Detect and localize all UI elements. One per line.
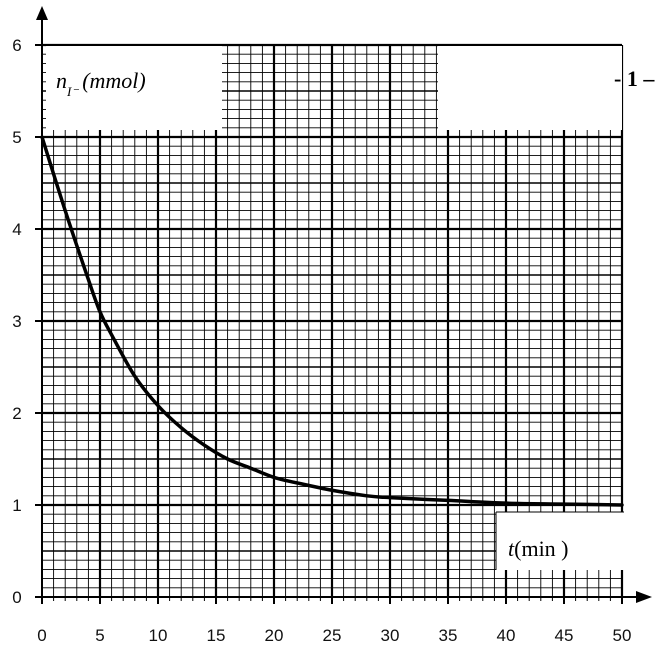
x-tick-label: 5 bbox=[95, 626, 104, 645]
ylabel: nI⁻ (mmol) bbox=[56, 68, 146, 99]
chart-title: الشكل – 1 - bbox=[614, 66, 655, 91]
x-tick-label: 25 bbox=[323, 626, 342, 645]
y-tick-label: 4 bbox=[12, 220, 21, 239]
x-tick-label: 10 bbox=[149, 626, 168, 645]
x-tick-label: 35 bbox=[439, 626, 458, 645]
xlabel-box bbox=[496, 512, 624, 570]
x-tick-label: 30 bbox=[381, 626, 400, 645]
ylabel-sub: I⁻ bbox=[66, 84, 79, 99]
y-tick-label: 5 bbox=[12, 128, 21, 147]
y-tick-label: 6 bbox=[12, 36, 21, 55]
y-tick-label: 0 bbox=[12, 588, 21, 607]
y-axis-arrow-icon bbox=[36, 6, 48, 20]
x-axis-arrow-icon bbox=[636, 591, 652, 603]
y-tick-label: 2 bbox=[12, 404, 21, 423]
x-tick-label: 40 bbox=[497, 626, 516, 645]
xlabel-var: t bbox=[508, 536, 515, 561]
title-box bbox=[438, 46, 622, 130]
ylabel-main: n bbox=[56, 68, 67, 93]
grid-major bbox=[42, 43, 624, 597]
x-tick-label: 0 bbox=[37, 626, 46, 645]
x-tick-label: 15 bbox=[207, 626, 226, 645]
ylabel-box bbox=[46, 46, 222, 130]
axes bbox=[36, 6, 652, 603]
y-tick-label: 3 bbox=[12, 312, 21, 331]
xlabel-unit: (min ) bbox=[514, 536, 568, 561]
series-line bbox=[40, 135, 624, 507]
x-tick-label: 45 bbox=[555, 626, 574, 645]
y-tick-label: 1 bbox=[12, 496, 21, 515]
xlabel: t(min ) bbox=[508, 536, 569, 561]
ylabel-unit: (mmol) bbox=[82, 68, 146, 93]
x-tick-label: 50 bbox=[613, 626, 632, 645]
x-tick-label: 20 bbox=[265, 626, 284, 645]
